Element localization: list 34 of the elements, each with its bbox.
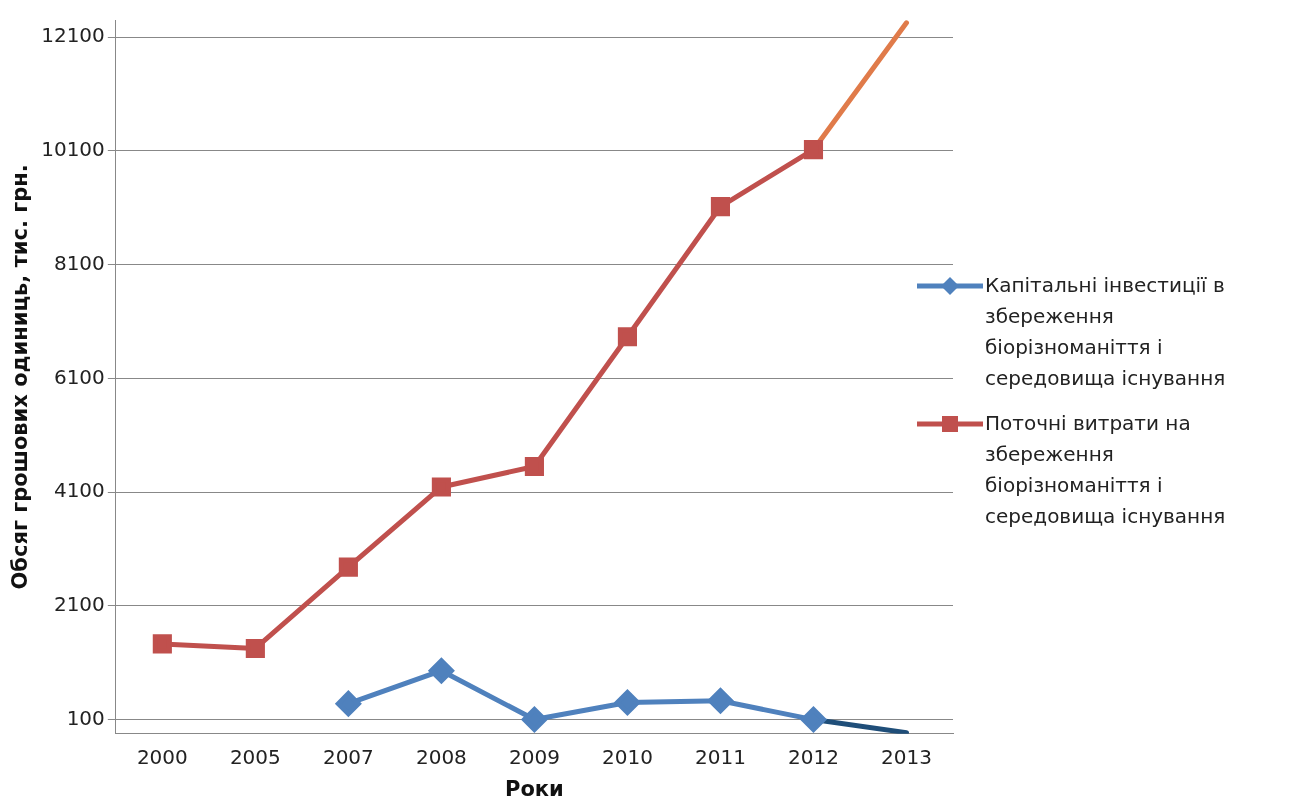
y-tick-label: 6100 <box>53 364 105 389</box>
x-tick-label: 2008 <box>415 745 467 769</box>
point <box>617 327 637 347</box>
y-tick-label: 8100 <box>53 250 105 275</box>
y-tick-label: 100 <box>66 705 105 730</box>
legend-label: Поточні витрати на збереження біорізноманіття і середовища існування <box>985 410 1227 530</box>
point <box>800 707 826 733</box>
y-tick-label: 10100 <box>41 137 105 162</box>
point <box>614 690 640 716</box>
point <box>803 140 824 160</box>
x-tick-label: 2005 <box>229 745 281 769</box>
y-tick-label: 12100 <box>41 23 105 48</box>
point <box>152 634 172 654</box>
y-axis-title: Обсяг грошових одиниць, тис. грн. <box>8 164 33 590</box>
point <box>524 456 544 477</box>
x-tick-label: 2013 <box>881 745 932 769</box>
y-tick-label: 2100 <box>53 592 105 617</box>
point <box>710 196 731 217</box>
x-tick-label: 2011 <box>695 745 746 769</box>
x-tick-label: 2009 <box>508 745 560 769</box>
x-tick-label: 2010 <box>601 745 653 769</box>
y-tick-label: 4100 <box>53 478 105 503</box>
point <box>335 691 361 717</box>
point <box>707 688 733 714</box>
point <box>428 658 454 684</box>
point <box>338 557 358 577</box>
legend-label: Капітальні інвестиції в збереження біорізноманіття і середовища існування <box>985 272 1227 392</box>
x-tick-label: 2007 <box>322 745 374 769</box>
point <box>245 638 265 659</box>
point <box>521 707 547 733</box>
x-tick-label: 2000 <box>136 745 188 769</box>
x-tick-label: 2012 <box>788 745 839 769</box>
x-axis-title: Роки <box>505 776 564 801</box>
point <box>431 477 451 497</box>
